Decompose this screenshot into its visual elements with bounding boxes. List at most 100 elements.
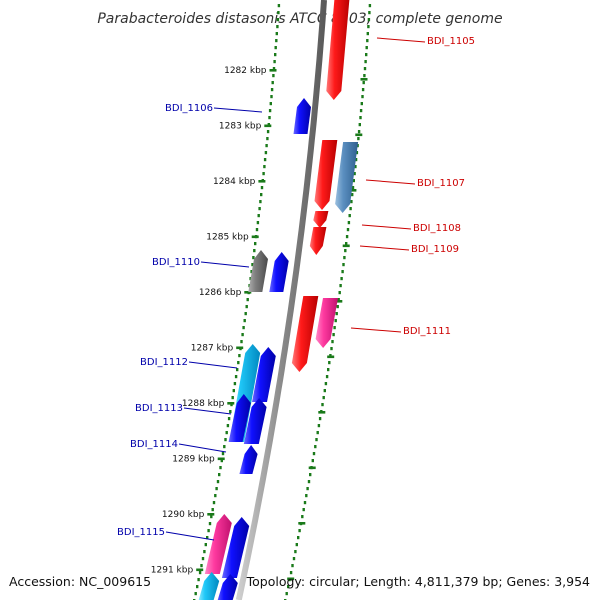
gene-label-bdi-1107[interactable]: BDI_1107 — [417, 178, 465, 189]
tick-row-reverse-dot — [272, 67, 276, 71]
gene-label-bdi-1106[interactable]: BDI_1106 — [165, 103, 213, 114]
tick-row-forward-dot — [345, 235, 349, 239]
tick-row-reverse-dot — [272, 74, 275, 78]
leader-line — [365, 179, 416, 185]
tick-row-reverse-dot — [257, 214, 260, 218]
tick-row-forward-dot — [341, 270, 344, 274]
tick-row-forward-dot — [361, 88, 365, 92]
tick-row-forward-dot — [359, 116, 362, 120]
tick-row-reverse-dot — [276, 18, 280, 22]
tick-row-forward-dot — [352, 179, 355, 183]
tick-row-reverse-dot — [240, 340, 243, 344]
tick-row-reverse-dot — [246, 298, 249, 302]
gene-arrow-bdi-1107[interactable] — [314, 140, 338, 210]
tick-row-reverse-dot — [265, 144, 268, 148]
gene-feature-pink-2[interactable] — [204, 514, 232, 574]
tick-row-reverse-dot — [269, 102, 272, 106]
scale-tick-mark — [207, 513, 215, 516]
tick-row-forward-dot — [302, 508, 305, 512]
gene-label-bdi-1110[interactable]: BDI_1110 — [152, 257, 200, 268]
gene-label-bdi-1111[interactable]: BDI_1111 — [403, 326, 451, 337]
tick-row-reverse-dot — [223, 445, 226, 449]
tick-row-reverse-dot — [249, 277, 252, 281]
scale-tick-mark — [298, 522, 306, 525]
gene-label-bdi-1108[interactable]: BDI_1108 — [413, 223, 461, 234]
gene-label-bdi-1112[interactable]: BDI_1112 — [140, 357, 188, 368]
tick-row-reverse-dot — [234, 375, 238, 379]
tick-row-reverse-dot — [271, 81, 274, 85]
tick-row-forward-dot — [289, 571, 293, 575]
tick-row-forward-dot — [340, 277, 343, 281]
tick-row-forward-dot — [330, 347, 333, 351]
tick-row-reverse-dot — [277, 11, 280, 15]
tick-row-forward-dot — [298, 529, 301, 533]
tick-row-forward-dot — [365, 46, 368, 50]
gene-arrow-bdi-1106[interactable] — [293, 98, 312, 134]
gene-label-bdi-1105[interactable]: BDI_1105 — [427, 36, 475, 47]
tick-row-forward-dot — [363, 74, 366, 78]
leader-line — [350, 327, 402, 333]
gene-feature-gray[interactable] — [248, 250, 268, 292]
tick-row-reverse-dot — [275, 32, 278, 36]
gene-arrow-bdi-1115[interactable] — [221, 517, 250, 578]
tick-row-reverse-dot — [252, 256, 255, 260]
gene-arrow-bdi-1113[interactable] — [228, 394, 251, 442]
tick-row-reverse-dot — [255, 228, 259, 232]
tick-row-reverse-dot — [268, 116, 271, 120]
tick-row-forward-dot — [365, 53, 368, 57]
tick-row-reverse-dot — [276, 25, 279, 29]
scale-tick-mark — [244, 291, 252, 294]
scale-tick-mark — [308, 466, 316, 470]
tick-row-reverse-dot — [231, 396, 234, 400]
gene-arrow-bdi-1109[interactable] — [309, 227, 327, 255]
tick-row-forward-dot — [333, 326, 336, 330]
gene-feature-cyan-2[interactable] — [197, 572, 220, 600]
gene-label-bdi-1114[interactable]: BDI_1114 — [130, 439, 178, 450]
gene-arrow-bdi-1111[interactable] — [291, 296, 319, 372]
tick-row-forward-dot — [342, 263, 345, 267]
tick-row-forward-dot — [359, 109, 363, 113]
tick-row-reverse-dot — [219, 466, 222, 470]
gene-arrow-bdi-1110[interactable] — [269, 252, 289, 292]
tick-row-forward-dot — [367, 18, 371, 22]
tick-row-forward-dot — [361, 95, 364, 99]
tick-row-reverse-dot — [203, 550, 206, 554]
tick-row-forward-dot — [314, 445, 317, 449]
gene-label-bdi-1115[interactable]: BDI_1115 — [117, 527, 165, 538]
tick-row-forward-dot — [354, 158, 358, 162]
tick-row-forward-dot — [360, 102, 363, 106]
scale-tick-label: 1284 kbp — [213, 177, 256, 187]
gene-feature-blue-bottom[interactable] — [216, 574, 238, 600]
scale-tick-mark — [342, 244, 350, 248]
tick-row-reverse-dot — [251, 263, 254, 267]
tick-row-reverse-dot — [196, 585, 199, 589]
gene-arrow-bdi-1105[interactable] — [326, 0, 350, 100]
tick-row-reverse-dot — [256, 221, 260, 225]
tick-row-forward-dot — [315, 438, 318, 442]
tick-row-reverse-dot — [273, 60, 276, 64]
tick-row-reverse-dot — [277, 4, 281, 8]
tick-row-forward-dot — [357, 137, 360, 141]
tick-row-forward-dot — [350, 200, 353, 204]
gene-arrow-bdi-1108[interactable] — [313, 211, 329, 228]
gene-feature-pink[interactable] — [315, 298, 338, 348]
topology-text: Topology: circular; Length: 4,811,379 bp… — [246, 574, 590, 589]
tick-row-reverse-dot — [204, 543, 207, 547]
gene-arrow-bdi-1113b[interactable] — [243, 398, 267, 444]
tick-row-forward-dot — [327, 368, 330, 372]
tick-row-forward-dot — [367, 25, 370, 29]
tick-row-reverse-dot — [254, 242, 257, 246]
tick-row-forward-dot — [285, 592, 288, 596]
tick-row-forward-dot — [348, 214, 351, 218]
tick-row-forward-dot — [321, 403, 324, 407]
gene-label-bdi-1113[interactable]: BDI_1113 — [135, 403, 183, 414]
gene-label-bdi-1109[interactable]: BDI_1109 — [411, 244, 459, 255]
gene-arrow-bdi-1114[interactable] — [239, 445, 258, 474]
tick-row-reverse-dot — [263, 165, 266, 169]
tick-row-reverse-dot — [266, 130, 270, 134]
tick-row-reverse-dot — [259, 200, 262, 204]
gene-arrow-bdi-1112[interactable] — [252, 347, 276, 402]
tick-row-forward-dot — [351, 193, 354, 197]
gene-feature-steelblue[interactable] — [335, 142, 359, 213]
